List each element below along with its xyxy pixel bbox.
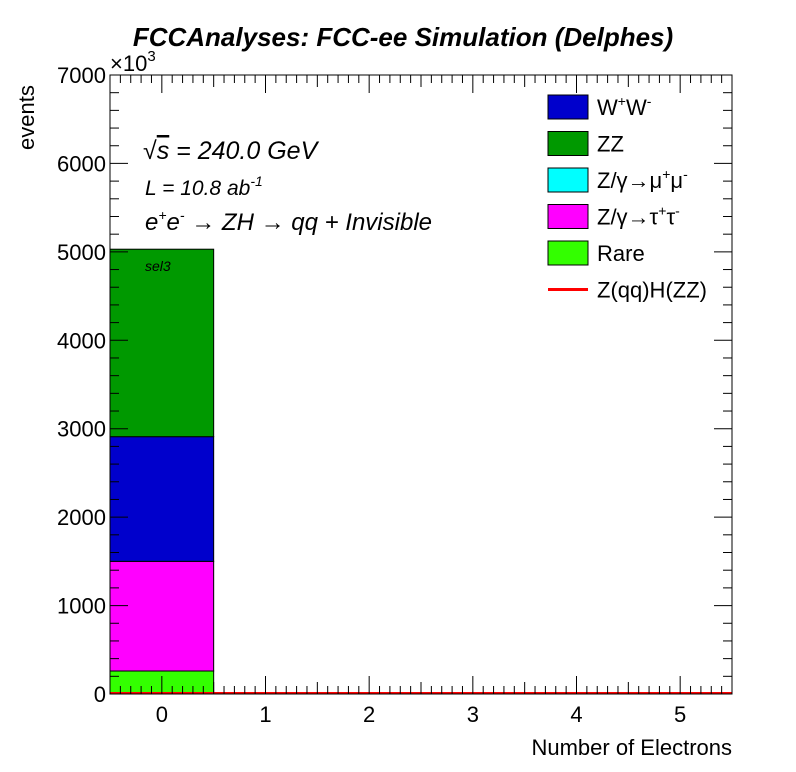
energy-annotation: √s = 240.0 GeV	[143, 137, 320, 165]
legend-swatch	[547, 167, 589, 193]
legend-item-z: Z/γ→μ+μ-	[547, 166, 688, 193]
legend-item-w-w: W+W-	[547, 93, 652, 120]
y-tick-label: 5000	[57, 240, 106, 265]
x-tick-label: 1	[259, 702, 271, 727]
x-tick-label: 5	[674, 702, 686, 727]
y-tick-label: 1000	[57, 594, 106, 619]
x-tick-label: 4	[570, 702, 582, 727]
legend-label: Z(qq)H(ZZ)	[597, 278, 707, 303]
chart-title: FCCAnalyses: FCC-ee Simulation (Delphes)	[133, 22, 673, 52]
y-axis-ticks: 0 1000 2000 3000 4000 5000 6000 7000	[57, 63, 732, 707]
legend: W+W- ZZ Z/γ→μ+μ- Z/γ→τ+τ- Rare Z(qq)H(ZZ)	[547, 93, 707, 303]
legend-item-z-qq-h-zz: Z(qq)H(ZZ)	[548, 278, 707, 303]
bar-zz-bin-0	[109, 248, 215, 438]
selection-label: sel3	[145, 258, 171, 274]
legend-swatch	[547, 94, 589, 120]
legend-label: Z/γ→τ+τ-	[597, 203, 680, 230]
legend-item-zz: ZZ	[547, 131, 624, 157]
legend-label: Rare	[597, 241, 645, 266]
y-tick-label: 2000	[57, 505, 106, 530]
y-tick-label: 4000	[57, 328, 106, 353]
x-axis-ticks: 0 1 2 3 4 5	[109, 75, 733, 727]
y-axis-label: events	[14, 85, 39, 150]
y-multiplier: ×103	[110, 48, 156, 76]
y-tick-label: 6000	[57, 151, 106, 176]
bar-z-bin-0	[109, 560, 215, 672]
legend-label: ZZ	[597, 132, 624, 157]
process-annotation: e+e- → ZH → qq + Invisible	[145, 207, 432, 236]
x-axis-label: Number of Electrons	[531, 735, 732, 760]
x-tick-label: 3	[467, 702, 479, 727]
y-tick-label: 3000	[57, 417, 106, 442]
x-tick-label: 0	[156, 702, 168, 727]
legend-label: Z/γ→μ+μ-	[597, 166, 688, 193]
legend-swatch	[547, 131, 589, 156]
stacked-bars	[109, 248, 215, 695]
luminosity-annotation: L = 10.8 ab-1	[145, 173, 263, 200]
y-tick-label: 7000	[57, 63, 106, 88]
x-tick-label: 2	[363, 702, 375, 727]
legend-item-z: Z/γ→τ+τ-	[547, 203, 680, 230]
legend-label: W+W-	[597, 93, 652, 120]
legend-item-rare: Rare	[547, 240, 645, 266]
y-tick-label: 0	[94, 682, 106, 707]
bar-w-w-bin-0	[109, 436, 215, 562]
legend-swatch	[547, 240, 589, 266]
legend-swatch	[547, 204, 589, 229]
